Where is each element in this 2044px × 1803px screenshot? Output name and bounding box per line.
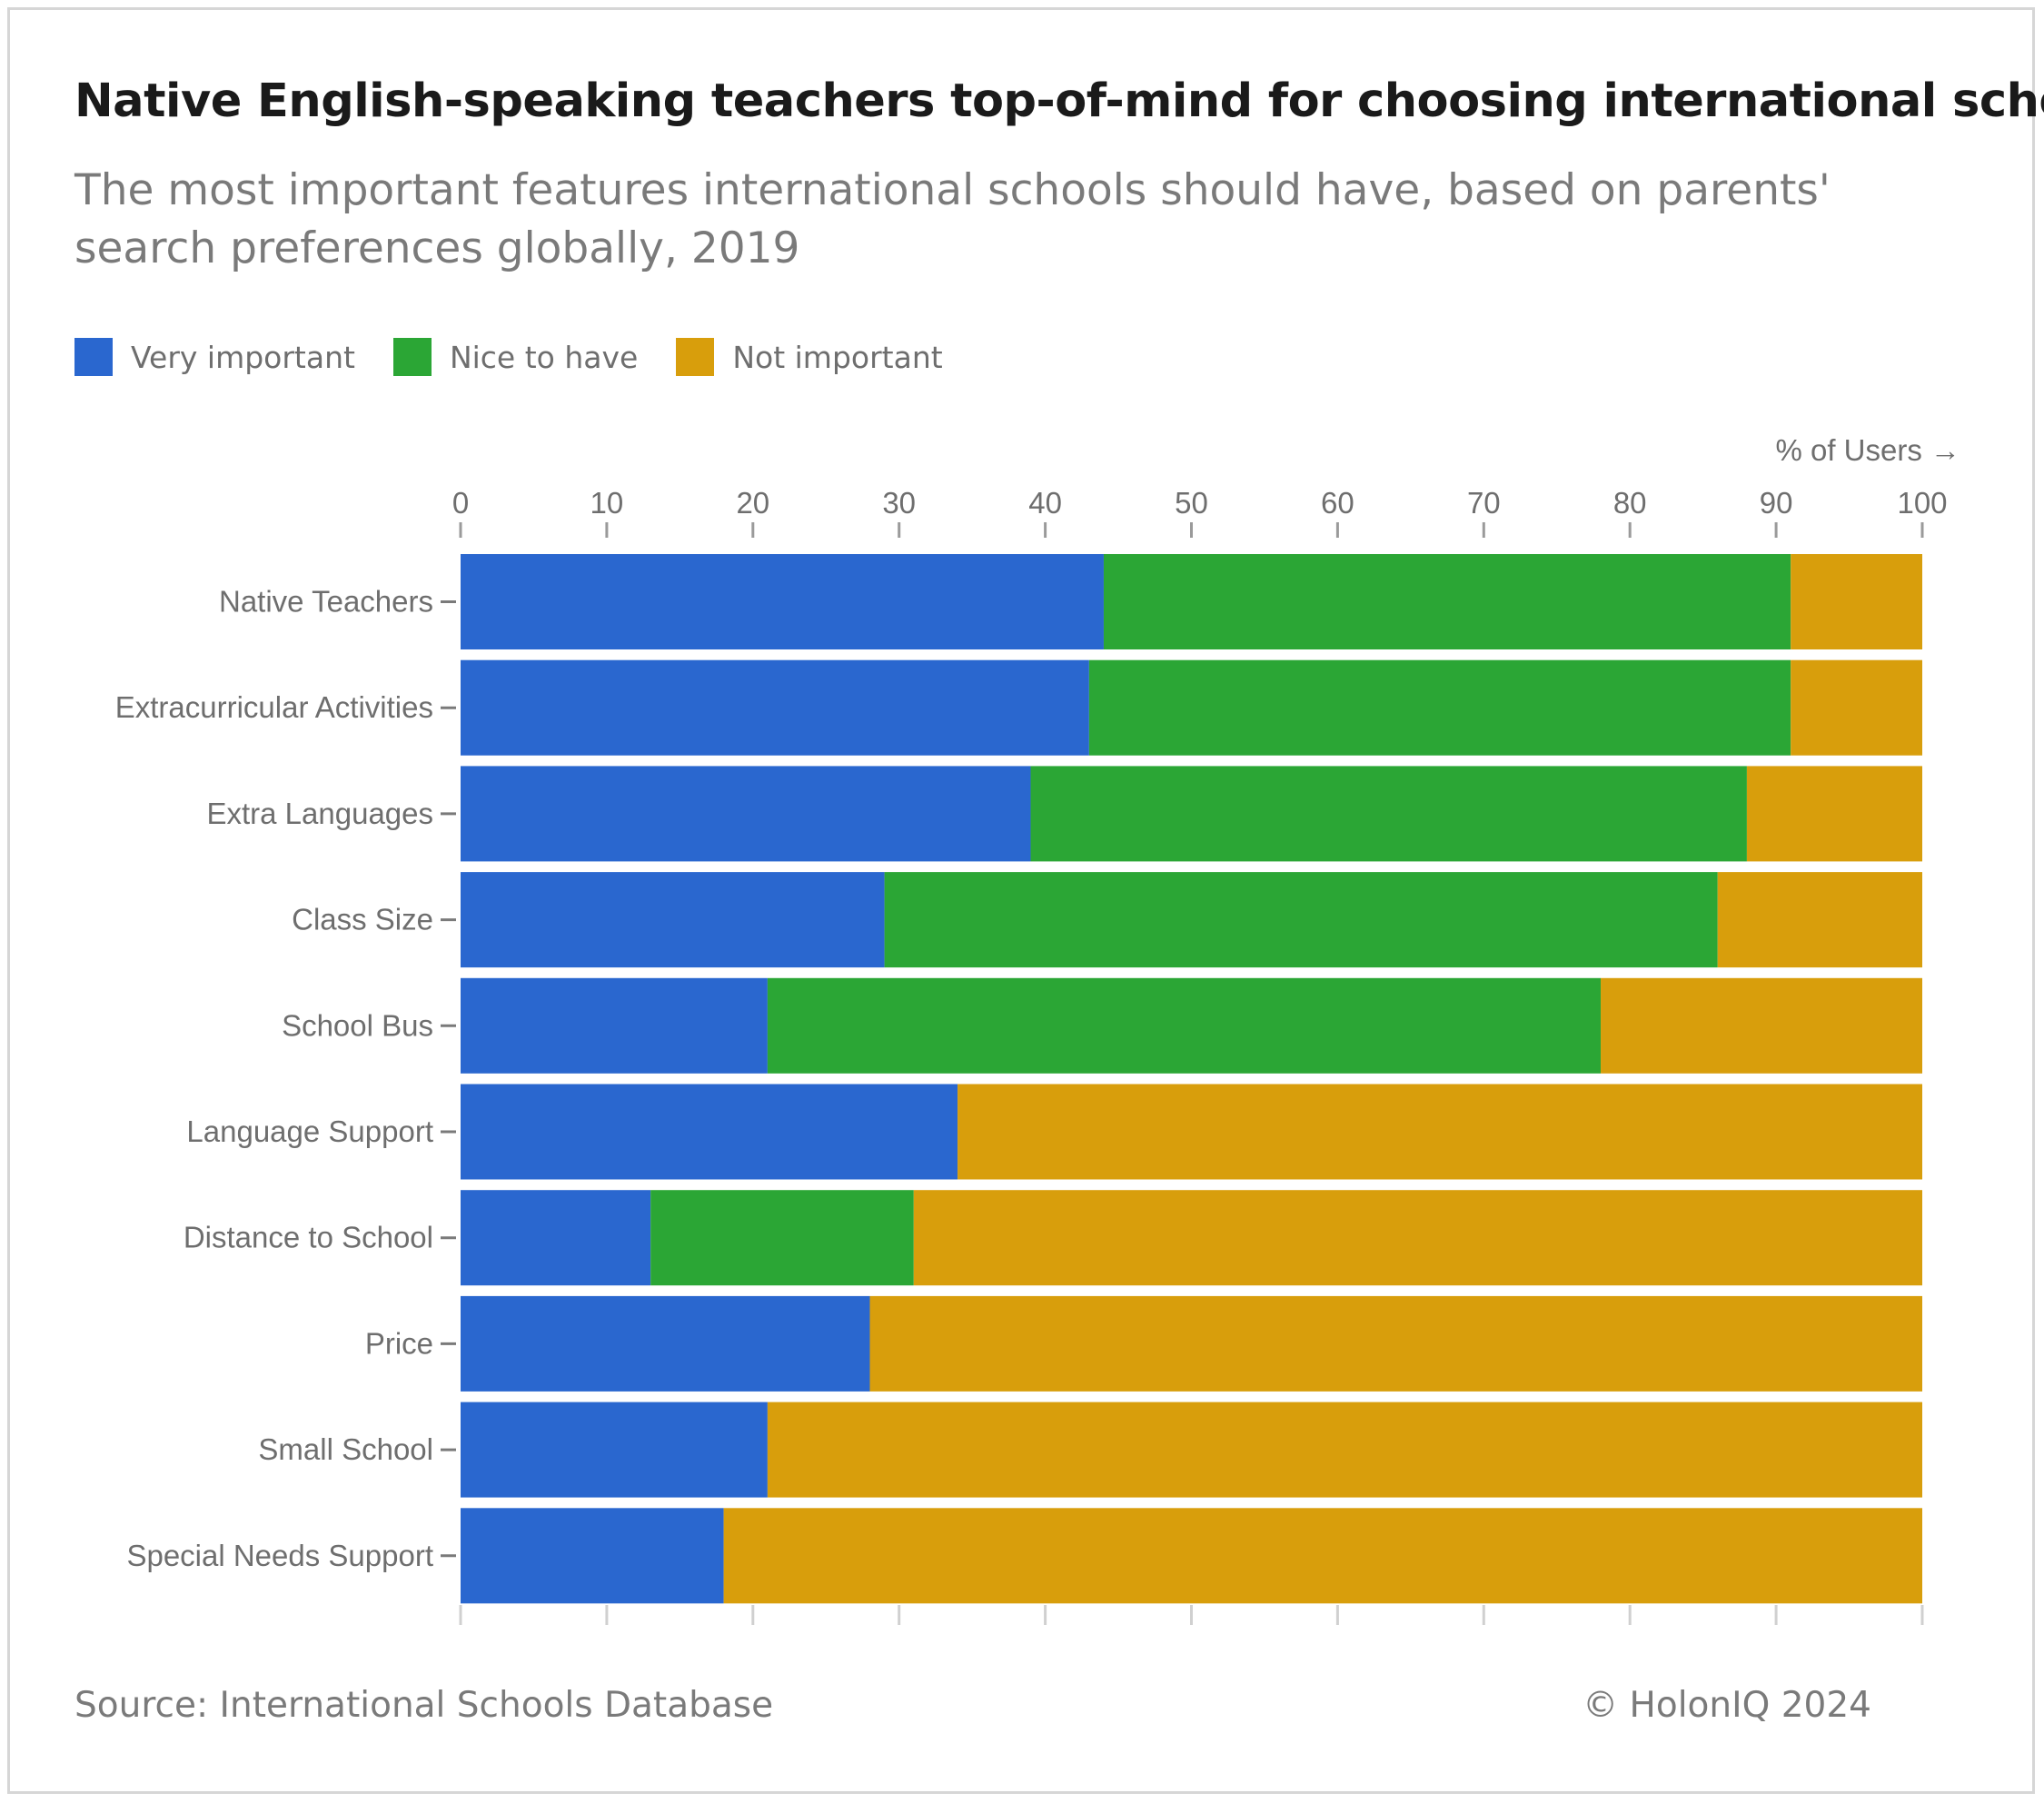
legend-swatch-very-important — [74, 338, 113, 376]
legend-item-very-important[interactable]: Very important — [74, 338, 355, 376]
bar-segment-very-important — [461, 1508, 724, 1604]
x-tick-label: 0 — [452, 486, 469, 520]
bar-segment-nice-to-have — [884, 872, 1718, 968]
bar-segment-very-important — [461, 872, 885, 968]
legend-label-nice-to-have: Nice to have — [449, 339, 639, 375]
bar-segment-not-important — [913, 1190, 1922, 1286]
category-label: Distance to School — [184, 1221, 433, 1254]
x-tick-label: 30 — [882, 486, 916, 520]
chart-title: Native English-speaking teachers top-of-… — [74, 74, 2044, 128]
bar-segment-very-important — [461, 1190, 651, 1286]
category-label: Extracurricular Activities — [115, 690, 433, 724]
legend-item-not-important[interactable]: Not important — [676, 338, 943, 376]
bar-segment-not-important — [869, 1295, 1922, 1392]
legend: Very important Nice to have Not importan… — [74, 338, 981, 376]
category-label: School Bus — [282, 1008, 433, 1042]
category-label: Special Needs Support — [126, 1539, 433, 1572]
x-tick-label: 70 — [1467, 486, 1501, 520]
bar-segment-very-important — [461, 1402, 768, 1498]
bar-segment-nice-to-have — [1030, 766, 1747, 862]
bar-segment-not-important — [767, 1402, 1922, 1498]
bar-segment-not-important — [958, 1084, 1922, 1180]
bar-segment-not-important — [1601, 977, 1922, 1074]
x-tick-label: 80 — [1613, 486, 1647, 520]
bar-segment-very-important — [461, 1295, 870, 1392]
x-tick-label: 10 — [590, 486, 624, 520]
bar-segment-not-important — [1791, 659, 1922, 756]
x-tick-label: 100 — [1897, 486, 1947, 520]
copyright-note: © HolonIQ 2024 — [1583, 1685, 1871, 1726]
bar-segment-not-important — [723, 1508, 1922, 1604]
legend-swatch-nice-to-have — [392, 338, 432, 376]
category-label: Native Teachers — [219, 585, 433, 619]
legend-label-not-important: Not important — [732, 339, 943, 375]
bar-segment-not-important — [1717, 872, 1922, 968]
bar-segment-nice-to-have — [1103, 554, 1791, 649]
bar-segment-nice-to-have — [767, 977, 1602, 1074]
bar-segment-very-important — [461, 977, 768, 1074]
legend-swatch-not-important — [676, 338, 715, 376]
bar-segment-not-important — [1791, 554, 1922, 649]
bar-segment-very-important — [461, 554, 1104, 649]
bar-segment-nice-to-have — [1088, 659, 1791, 756]
bar-segment-nice-to-have — [650, 1190, 914, 1286]
chart-subtitle: The most important features internationa… — [74, 165, 1831, 273]
category-label: Small School — [258, 1432, 433, 1466]
bar-segment-very-important — [461, 659, 1089, 756]
bar-segment-very-important — [461, 766, 1031, 862]
x-tick-label: 90 — [1760, 486, 1793, 520]
category-label: Extra Languages — [206, 797, 433, 830]
category-label: Price — [365, 1326, 433, 1360]
x-tick-label: 60 — [1321, 486, 1354, 520]
source-note: Source: International Schools Database — [74, 1685, 774, 1726]
category-label: Language Support — [186, 1114, 433, 1148]
category-label: Class Size — [292, 903, 433, 936]
x-tick-label: 20 — [736, 486, 769, 520]
x-axis-label: % of Users → — [1775, 433, 1960, 467]
bar-segment-not-important — [1746, 766, 1922, 862]
legend-label-very-important: Very important — [131, 339, 355, 375]
legend-item-nice-to-have[interactable]: Nice to have — [392, 338, 639, 376]
x-tick-label: 50 — [1175, 486, 1208, 520]
x-tick-label: 40 — [1028, 486, 1062, 520]
bar-segment-very-important — [461, 1084, 958, 1180]
